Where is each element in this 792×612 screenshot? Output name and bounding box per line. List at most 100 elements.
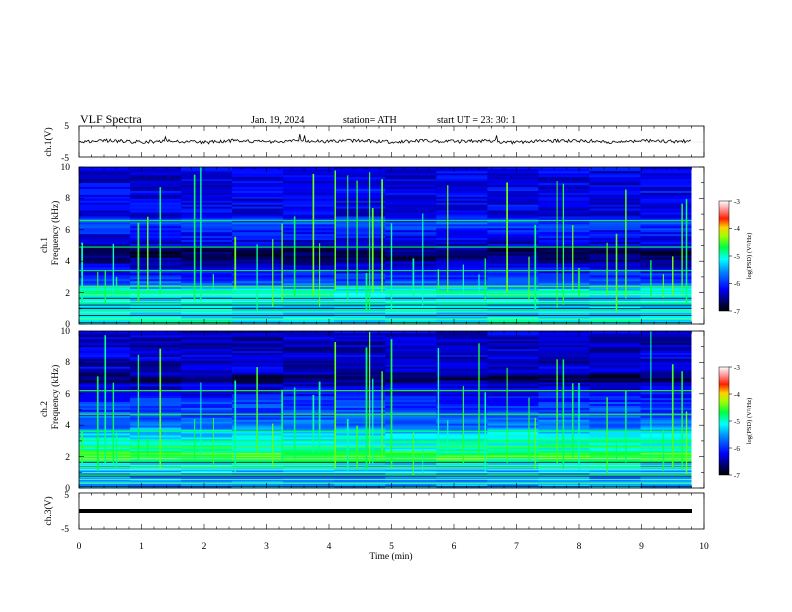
spectrogram-cell [385, 438, 437, 442]
spectrogram-cell [283, 401, 335, 405]
spectrogram-cell [487, 403, 539, 406]
spectrogram-cell [589, 263, 642, 266]
spectrogram-cell [487, 362, 539, 365]
spectrogram-cell [436, 409, 488, 412]
spectrogram-cell [283, 462, 335, 465]
spectrogram-cell [487, 419, 539, 422]
spectrogram-cell [538, 278, 591, 282]
spectrogram-cell [283, 182, 335, 186]
spectrogram-cell [487, 216, 539, 219]
spectrogram-cell [334, 458, 386, 461]
spectrogram-cell [589, 204, 642, 207]
spectrogram-cell [232, 442, 284, 446]
spectrogram-cell [538, 480, 591, 483]
spectrogram-cell [334, 397, 386, 401]
spectrogram-cell [538, 178, 591, 182]
spectrogram-cell [385, 178, 437, 182]
spectrogram-cell [79, 182, 131, 186]
spectrogram-cell [640, 374, 693, 377]
spectrogram-cell [283, 438, 335, 442]
spectrogram-cell [130, 170, 182, 174]
spectrogram-cell [232, 472, 284, 475]
spectrogram-cell [589, 438, 642, 442]
spectrogram-cell [334, 294, 386, 297]
spectrogram-cell [487, 433, 539, 436]
spectrogram-cell [130, 286, 182, 290]
spectrogram-cell [487, 440, 539, 444]
spectrogram-cell [181, 198, 233, 201]
spectrogram-cell [487, 249, 539, 252]
spectrogram-cell [487, 208, 539, 211]
spectrogram-cell [181, 188, 233, 191]
spectrogram-cell [181, 331, 233, 334]
spectrogram-cell [130, 476, 182, 479]
spectrogram-cell [334, 219, 386, 223]
spectrogram-cell [436, 229, 488, 233]
spectrogram-cell [385, 276, 437, 280]
spectrogram-cell [130, 484, 182, 487]
spectrogram-cell [130, 237, 182, 241]
spectrogram-cell [130, 182, 182, 186]
spectrogram-cell [79, 267, 131, 270]
spectrogram-cell [436, 180, 488, 184]
spectrogram-cell [538, 425, 591, 428]
spectrogram-cell [436, 417, 488, 420]
spectrogram-cell [385, 421, 437, 424]
spectrogram-cell [232, 178, 284, 182]
spectrogram-cell [334, 243, 386, 246]
spectrogram-cell [385, 249, 437, 252]
spectrogram-cell [232, 403, 284, 406]
spectrogram-cell [334, 235, 386, 239]
spectrogram-cell [283, 251, 335, 254]
spectrogram-cell [538, 372, 591, 375]
spectrogram-cell [232, 460, 284, 463]
spectrogram-cell [232, 427, 284, 430]
spectrogram-cell [181, 382, 233, 385]
spectrogram-cell [385, 409, 437, 412]
spectrogram-cell [538, 352, 591, 355]
spectrogram-cell [589, 196, 642, 199]
spectrogram-cell [181, 425, 233, 428]
spectrogram-cell [640, 382, 693, 385]
spectrogram-cell [232, 387, 284, 391]
spectrogram-cell [589, 472, 642, 475]
spectrogram-cell [385, 356, 437, 359]
spectrogram-cell [283, 378, 335, 381]
spectrogram-cell [283, 198, 335, 201]
spectrogram-cell [538, 202, 591, 205]
spectrogram-cell [283, 427, 335, 430]
spectrogram-cell [385, 338, 437, 342]
spectrogram-cell [385, 182, 437, 186]
spectrogram-cell [130, 331, 182, 334]
spectrogram-cell [232, 208, 284, 211]
spectrogram-cell [538, 350, 591, 353]
spectrogram-cell [487, 322, 539, 325]
spectrogram-cell [232, 253, 284, 256]
spectrogram-cell [538, 186, 591, 189]
spectrogram-cell [130, 296, 182, 299]
spectrogram-cell [436, 399, 488, 403]
spectrogram-cell [130, 276, 182, 280]
spectrogram-cell [640, 378, 693, 381]
spectrogram-cell [436, 378, 488, 381]
spectrogram-cell [232, 342, 284, 346]
spectrogram-cell [130, 274, 182, 278]
spectrogram-cell [79, 184, 131, 188]
spectrogram-cell [487, 170, 539, 174]
spectrogram-cell [385, 376, 437, 379]
spectrogram-cell [232, 274, 284, 278]
spectrogram-cell [487, 480, 539, 483]
spectrogram-cell [436, 210, 488, 213]
spectrogram-cell [181, 366, 233, 369]
colorbar2-label: log(PSD) (V²/Hz) [746, 398, 753, 445]
spectrogram-cell [487, 212, 539, 215]
spectrogram-cell [334, 440, 386, 444]
spectrogram-cell [181, 210, 233, 213]
spectrogram-cell [538, 454, 591, 457]
spectrogram-cell [487, 312, 539, 315]
spectrogram-cell [334, 399, 386, 403]
spectrogram-cell [181, 415, 233, 418]
spectrogram-cell [283, 292, 335, 295]
spectrogram-cell [334, 216, 386, 219]
spectrogram-cell [334, 178, 386, 182]
